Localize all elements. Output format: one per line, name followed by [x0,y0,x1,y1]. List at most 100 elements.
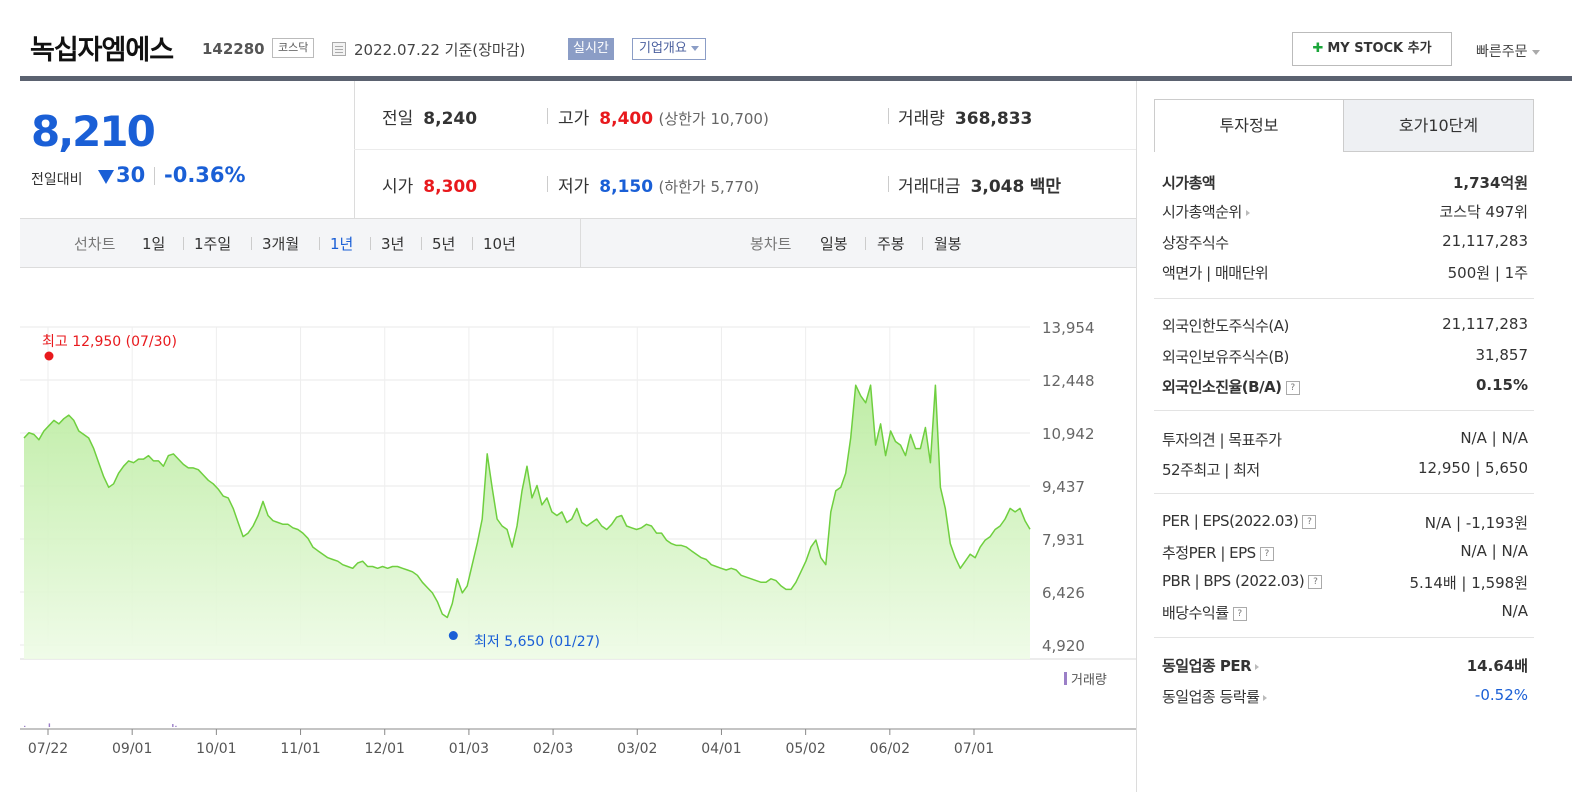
row-label: 52주최고 | 최저 [1162,461,1260,479]
row-label-wrap: 시가총액순위 [1162,201,1250,222]
divider [888,176,889,192]
row-value: N/A [1501,602,1528,620]
period-5y[interactable]: 5년 [432,235,456,253]
quick-order-dropdown[interactable]: 빠른주문 [1476,41,1540,61]
row-label: 동일업종 PER [1162,657,1252,675]
x-tick-label: 05/02 [785,741,825,757]
chevron-right-icon [1245,209,1250,216]
row-label: 배당수익률 [1162,604,1229,622]
row-label: 외국인한도주식수(A) [1162,317,1289,335]
candle-weekly[interactable]: 주봉 [877,235,905,253]
volume-legend-swatch [1064,672,1067,685]
max-point [44,351,54,361]
line-chart-label[interactable]: 선차트 [74,235,116,253]
help-icon[interactable]: ? [1302,514,1317,529]
realtime-button[interactable]: 실시간 [568,38,614,60]
x-tick-label: 01/03 [449,741,489,757]
divider [319,237,320,250]
company-info-dropdown[interactable]: 기업개요 [632,38,706,60]
row-value: 12,950 | 5,650 [1417,459,1528,477]
company-name: 녹십자엠에스 [30,35,174,66]
calendar-icon [332,42,346,56]
max-label: 최고 12,950 (07/30) [42,334,177,350]
divider [580,219,581,268]
row-label: 추정PER | EPS [1162,544,1256,562]
period-1y[interactable]: 1년 [330,235,354,253]
chevron-right-icon [1263,694,1268,701]
open-value: 8,300 [423,177,478,197]
divider [1154,493,1534,494]
lower-limit: (하한가 5,770) [658,178,760,196]
volume-legend-label: 거래량 [1071,673,1107,688]
quick-order-label: 빠른주문 [1476,44,1528,60]
high-value: 8,400 [599,109,654,129]
divider [154,167,155,185]
stock-header: 녹십자엠에스 142280 코스닥 2022.07.22 기준(장마감) 실시간… [0,0,1572,81]
row-label: 상장주식수 [1162,234,1229,252]
period-3y[interactable]: 3년 [381,235,405,253]
volume-bar [175,725,177,727]
candle-chart-label[interactable]: 봉차트 [750,235,792,253]
chevron-down-icon [1531,49,1540,55]
period-1w[interactable]: 1주일 [194,235,232,253]
help-icon[interactable]: ? [1232,606,1247,621]
high-price: 고가 8,400 (상한가 10,700) [558,104,769,129]
add-my-stock-button[interactable]: ✚ MY STOCK 추가 [1292,32,1452,66]
upper-limit: (상한가 10,700) [658,110,769,128]
row-label-wrap: 외국인소진율(B/A)? [1162,376,1300,397]
period-1d[interactable]: 1일 [142,235,166,253]
x-axis: 07/22 09/01 10/01 11/01 12/01 01/03 02/03 03/02… [28,729,994,757]
tab-orderbook[interactable]: 호가10단계 [1343,99,1534,152]
help-icon[interactable]: ? [1308,574,1323,589]
tab-invest-info[interactable]: 투자정보 [1154,99,1344,152]
row-value: 코스닥 497위 [1439,203,1528,221]
row-label-wrap: 동일업종 등락률 [1162,686,1268,707]
volume-label: 거래량 [898,109,945,129]
divider [472,237,473,250]
low-price: 저가 8,150 (하한가 5,770) [558,172,759,197]
help-icon[interactable]: ? [1259,546,1274,561]
help-icon[interactable]: ? [1285,380,1300,395]
period-3m[interactable]: 3개월 [262,235,300,253]
open-label: 시가 [382,177,414,197]
trade-value-label: 거래대금 [898,177,961,197]
change-rate: -0.36% [164,163,246,187]
min-point [448,631,458,641]
high-label: 고가 [558,109,590,129]
divider [1154,637,1534,638]
row-label: PBR | BPS (2022.03) [1162,572,1305,590]
prev-close-label: 전일 [382,109,414,129]
change-label: 전일대비 [31,172,83,188]
price-chart[interactable]: 13,954 12,448 10,942 9,437 7,931 6,426 4,920 0… [0,268,1136,792]
chevron-down-icon [690,46,699,51]
volume-bars [24,723,177,727]
y-axis: 13,954 12,448 10,942 9,437 7,931 6,426 4,920 [1042,319,1095,655]
prev-close-value: 8,240 [423,109,478,129]
divider [354,149,1136,150]
divider [1136,81,1137,792]
volume-bar [24,725,26,727]
x-tick-label: 11/01 [280,741,320,757]
chevron-right-icon [1255,663,1260,670]
row-value: 500원 | 1주 [1447,264,1528,282]
header-divider [20,76,1572,81]
chart-controls: 선차트 1일 1주일 3개월 1년 3년 5년 10년 봉차트 일봉 주봉 월봉 [20,219,1136,268]
down-arrow-icon [98,170,114,184]
period-10y[interactable]: 10년 [483,235,516,253]
divider [922,237,923,250]
row-value: 14.64배 [1466,657,1528,675]
x-tick-label: 12/01 [365,741,405,757]
low-value: 8,150 [599,177,654,197]
candle-monthly[interactable]: 월봉 [934,235,962,253]
x-tick-label: 02/03 [533,741,573,757]
divider [865,237,866,250]
open-price: 시가 8,300 [382,172,477,197]
row-label: PER | EPS(2022.03) [1162,512,1299,530]
x-tick-label: 07/01 [954,741,994,757]
row-value: N/A | N/A [1460,542,1528,560]
price-area [24,385,1030,659]
y-tick-label: 6,426 [1042,584,1085,602]
x-tick-label: 07/22 [28,741,68,757]
candle-daily[interactable]: 일봉 [820,235,848,253]
row-value: 5.14배 | 1,598원 [1409,574,1528,592]
